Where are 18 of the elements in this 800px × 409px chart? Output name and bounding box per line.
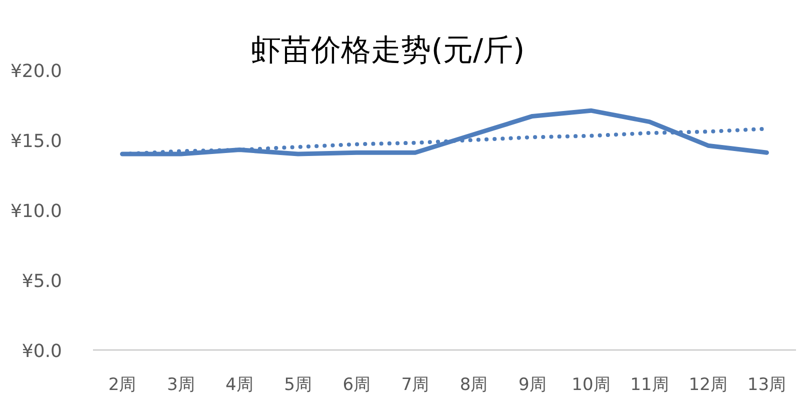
y-tick-label: ¥15.0 (10, 131, 62, 152)
chart-title: 虾苗价格走势(元/斤) (251, 33, 525, 68)
y-tick-label: ¥0.0 (22, 341, 62, 362)
y-tick-label: ¥10.0 (10, 201, 62, 222)
x-tick-label: 3周 (166, 375, 195, 395)
x-tick-label: 6周 (342, 375, 371, 395)
x-tick-label: 13周 (747, 375, 786, 395)
x-tick-label: 12周 (688, 375, 728, 395)
x-tick-label: 4周 (226, 375, 254, 395)
x-tick-label: 5周 (284, 375, 312, 395)
x-tick-label: 10周 (572, 375, 610, 395)
y-tick-label: ¥20.0 (10, 61, 62, 82)
x-tick-label: 11周 (630, 375, 669, 395)
x-tick-label: 8周 (460, 375, 488, 395)
y-tick-label: ¥5.0 (22, 271, 62, 292)
x-tick-label: 9周 (518, 375, 546, 395)
x-tick-label: 2周 (108, 375, 136, 395)
x-tick-label: 7周 (401, 375, 430, 395)
